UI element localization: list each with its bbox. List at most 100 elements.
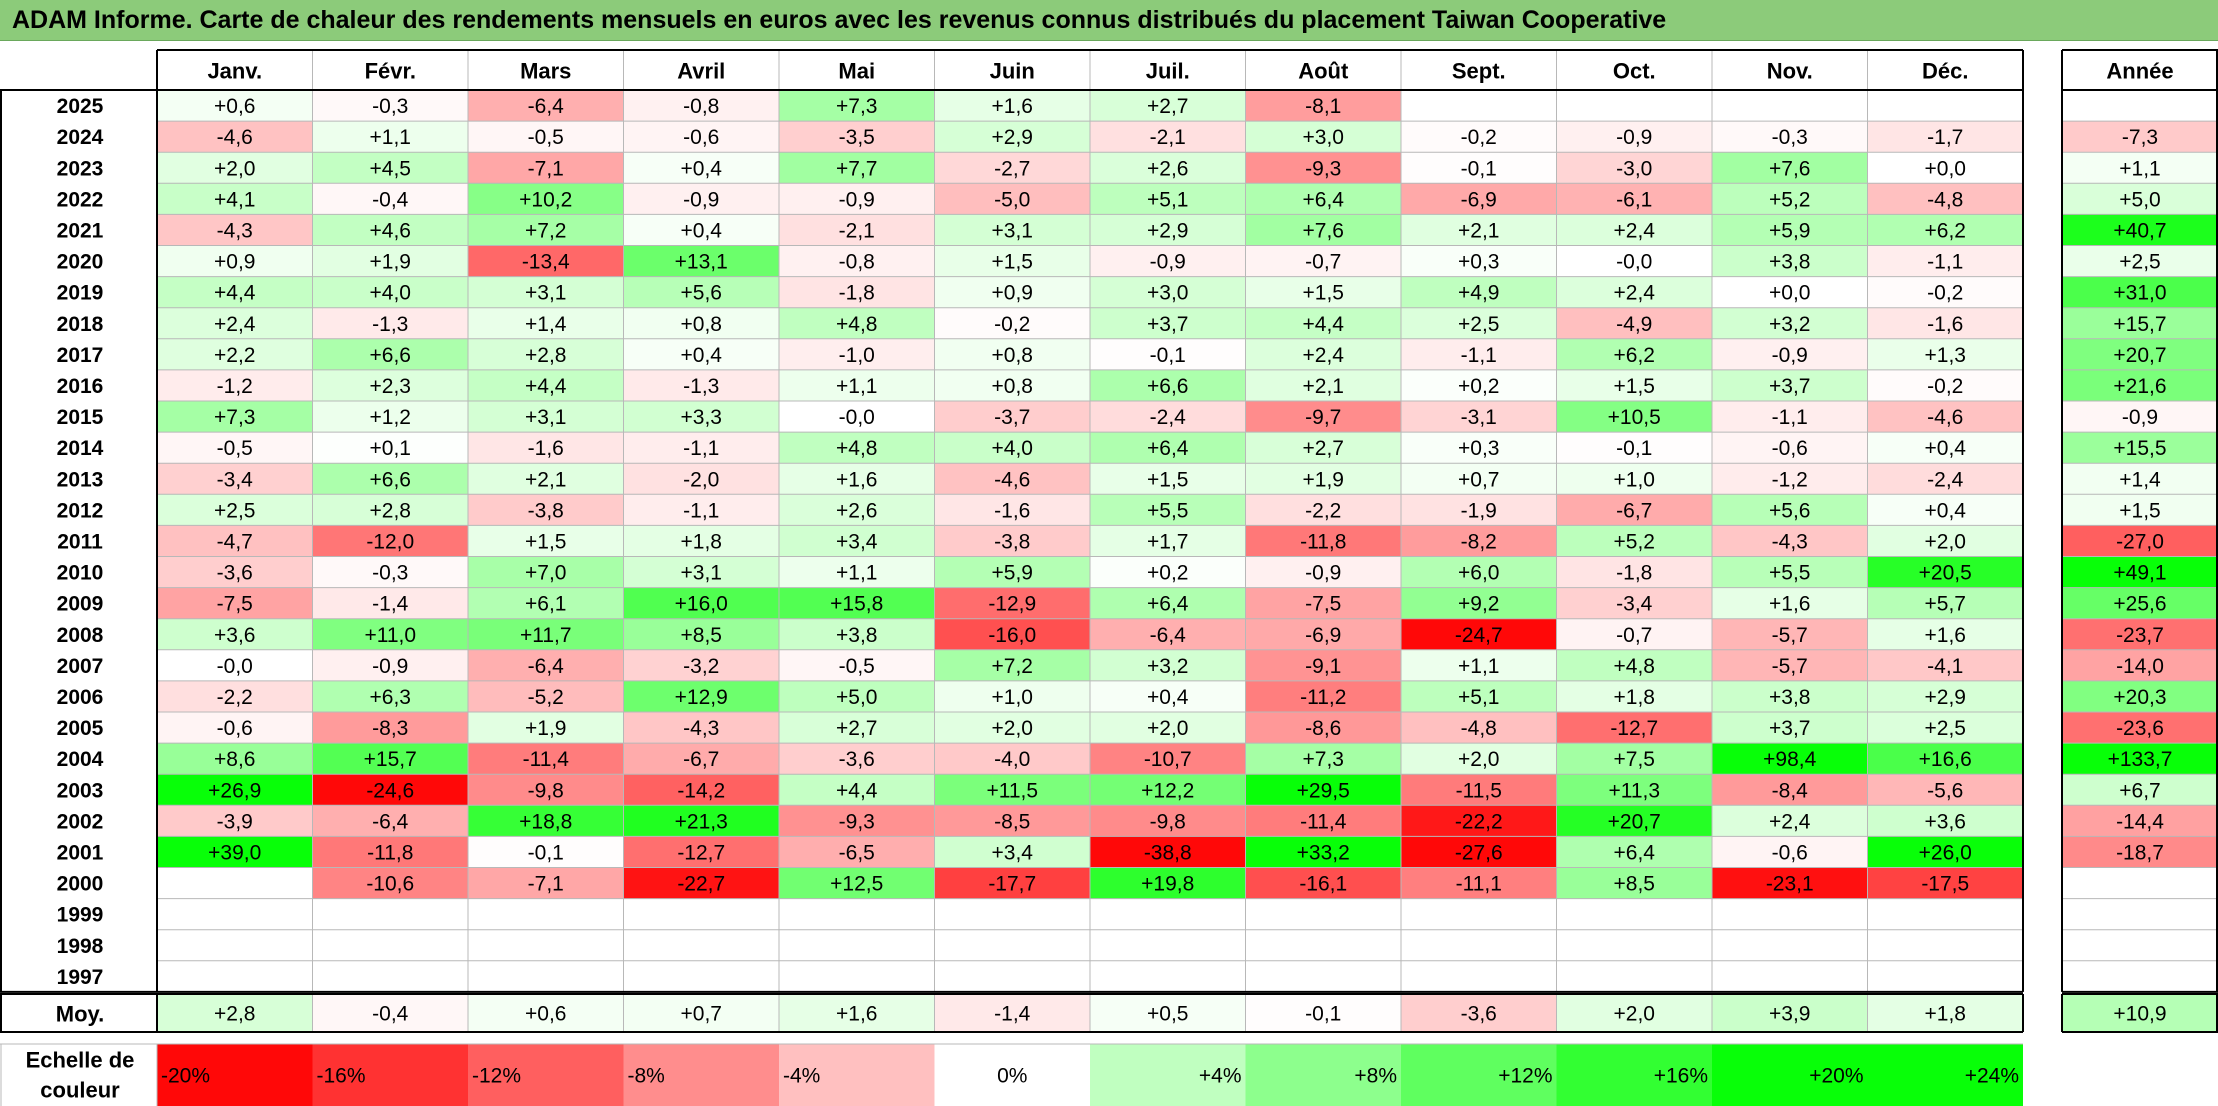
heatmap-cell: [1556, 432, 1712, 464]
cell-value: +12,9: [675, 686, 728, 709]
cell-value: +2,4: [1614, 282, 1656, 305]
cell-value: -3,9: [217, 810, 253, 833]
heatmap-cell: [623, 214, 779, 246]
cell-value: -9,3: [1305, 157, 1341, 180]
cell-value: -0,9: [372, 655, 408, 678]
cell-value: +3,8: [836, 624, 877, 647]
cell-value: -0,9: [839, 188, 875, 211]
heatmap-cell: [1867, 836, 2023, 868]
average-cell: [1556, 994, 1712, 1032]
heatmap-cell: [623, 743, 779, 775]
cell-value: -11,4: [1300, 810, 1347, 833]
cell-value: -5,2: [528, 686, 564, 709]
heatmap-cell: [312, 338, 468, 370]
cell-value: -8,2: [1461, 530, 1497, 553]
cell-value: -0,9: [1772, 344, 1808, 367]
heatmap-cell: [934, 338, 1090, 370]
scale-step-label: -8%: [628, 1065, 665, 1088]
heatmap-cell: [1556, 649, 1712, 681]
heatmap-cell: [157, 525, 313, 557]
heatmap-cell: [312, 898, 468, 930]
scale-label: Echelle de: [26, 1048, 135, 1073]
heatmap-cell: [157, 276, 313, 308]
column-header: Août: [1298, 59, 1349, 84]
heatmap-cell: [934, 774, 1090, 806]
cell-value: +12,2: [1141, 779, 1194, 802]
heatmap-cell: [1401, 525, 1557, 557]
year-total-cell: [2062, 680, 2218, 712]
average-value: -0,1: [1305, 1003, 1341, 1026]
heatmap-cell: [1401, 587, 1557, 619]
heatmap-cell: [1556, 743, 1712, 775]
cell-value: +2,9: [1147, 219, 1188, 242]
heatmap-cell: [779, 463, 935, 495]
cell-value: -12,0: [366, 530, 414, 553]
heatmap-cell: [1401, 805, 1557, 837]
heatmap-cell: [468, 245, 624, 277]
year-total-value: +25,6: [2113, 593, 2166, 616]
heatmap-cell: [1867, 401, 2023, 433]
row-year-label: 2009: [57, 593, 104, 616]
heatmap-cell: [157, 338, 313, 370]
cell-value: -3,8: [994, 530, 1030, 553]
heatmap-cell: [779, 494, 935, 526]
heatmap-cell: [1245, 867, 1401, 899]
cell-value: -0,9: [683, 188, 719, 211]
heatmap-cell: [1245, 525, 1401, 557]
cell-value: +2,6: [1147, 157, 1188, 180]
cell-value: -6,4: [528, 95, 565, 118]
cell-value: -3,6: [217, 562, 253, 585]
heatmap-cell: [468, 338, 624, 370]
heatmap-cell: [1401, 276, 1557, 308]
cell-value: +2,1: [525, 468, 566, 491]
heatmap-cell: [1867, 867, 2023, 899]
heatmap-cell: [1712, 712, 1868, 744]
cell-value: +5,6: [1769, 499, 1810, 522]
row-year-label: 2022: [57, 188, 104, 211]
cell-value: -5,6: [1927, 779, 1963, 802]
heatmap-cell: [312, 152, 468, 184]
heatmap-cell: [157, 401, 313, 433]
heatmap-cell: [157, 463, 313, 495]
cell-value: -0,9: [1305, 562, 1341, 585]
heatmap-cell: [934, 556, 1090, 588]
heatmap-cell: [157, 618, 313, 650]
cell-value: +5,9: [992, 562, 1033, 585]
cell-value: +2,3: [370, 375, 411, 398]
scale-swatch: [468, 1044, 624, 1106]
heatmap-cell: [312, 463, 468, 495]
average-value: +1,8: [1925, 1003, 1966, 1026]
cell-value: -1,3: [372, 313, 408, 336]
cell-value: -2,2: [1305, 499, 1341, 522]
cell-value: +4,0: [992, 437, 1033, 460]
heatmap-cell: [312, 556, 468, 588]
cell-value: -0,8: [683, 95, 719, 118]
cell-value: +3,7: [1769, 717, 1810, 740]
heatmap-cell: [1712, 307, 1868, 339]
cell-value: -13,4: [522, 251, 570, 274]
heatmap-cell: [312, 805, 468, 837]
heatmap-cell: [1090, 369, 1246, 401]
average-value: +0,7: [681, 1003, 722, 1026]
heatmap-cell: [623, 525, 779, 557]
cell-value: +3,0: [1303, 126, 1344, 149]
heatmap-cell: [1867, 525, 2023, 557]
heatmap-cell: [1401, 712, 1557, 744]
cell-value: -3,6: [839, 748, 875, 771]
cell-value: -6,5: [839, 841, 875, 864]
heatmap-cell: [779, 152, 935, 184]
heatmap-cell: [1867, 276, 2023, 308]
cell-value: -0,9: [1150, 251, 1186, 274]
row-year-label: 1999: [57, 904, 104, 927]
row-year-label: 2010: [57, 562, 104, 585]
heatmap-cell: [1401, 743, 1557, 775]
cell-value: +2,7: [1147, 95, 1188, 118]
heatmap-cell: [312, 525, 468, 557]
scale-swatch: [779, 1044, 935, 1106]
cell-value: -12,7: [1610, 717, 1658, 740]
heatmap-cell: [1556, 618, 1712, 650]
heatmap-cell: [1556, 338, 1712, 370]
year-total-cell: [2062, 743, 2218, 775]
heatmap-cell: [623, 90, 779, 122]
cell-value: +13,1: [675, 251, 728, 274]
